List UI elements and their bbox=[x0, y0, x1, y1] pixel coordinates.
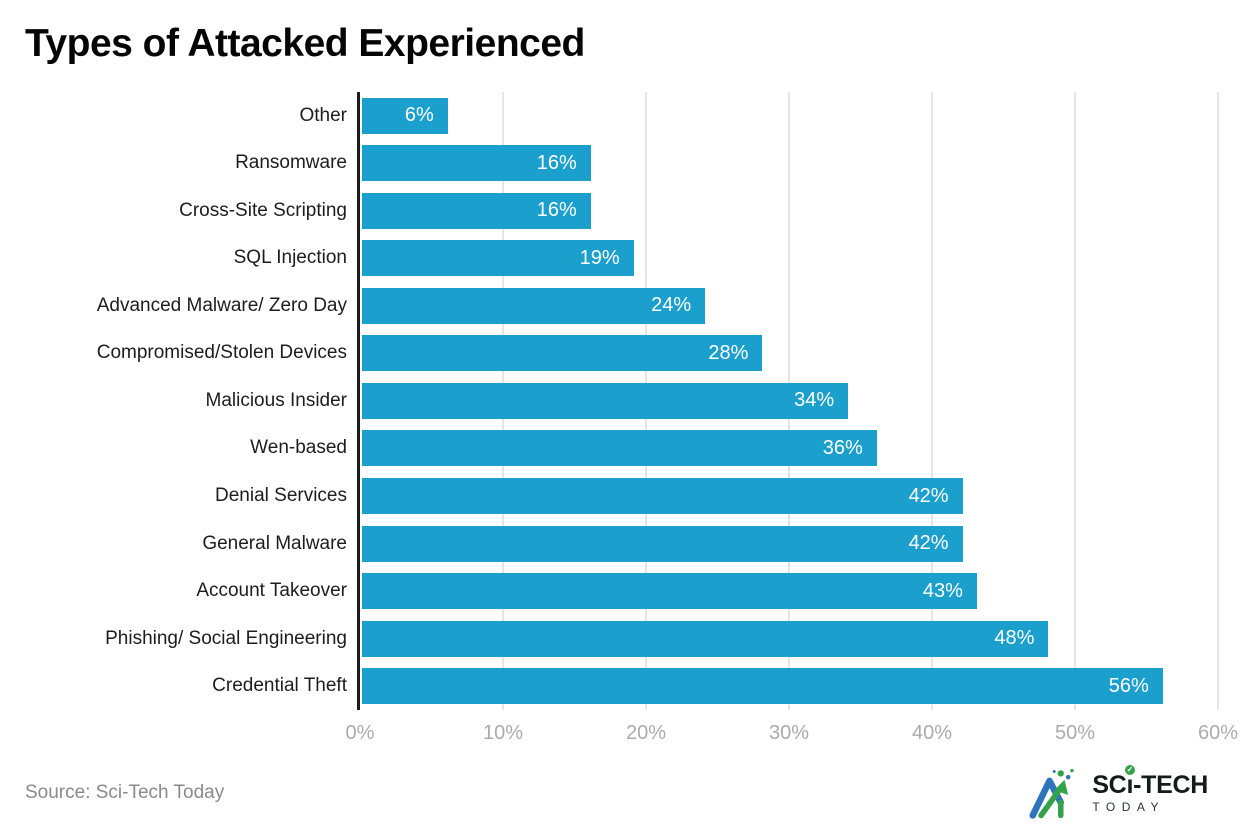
bar: 24% bbox=[362, 287, 706, 324]
logo-text: SC ✓ ı -TECH TODAY bbox=[1092, 765, 1208, 814]
logo-brand-prefix: SC bbox=[1092, 771, 1127, 800]
bar-value-label: 42% bbox=[908, 532, 949, 555]
category-label: Other bbox=[299, 104, 347, 126]
bar-value-label: 43% bbox=[922, 579, 963, 602]
logo-brand-line: SC ✓ ı -TECH bbox=[1092, 765, 1208, 800]
bar-row: Phishing/ Social Engineering 48% bbox=[105, 615, 1218, 663]
bar-row: Compromised/Stolen Devices 28% bbox=[97, 330, 1218, 378]
bar-value-label: 28% bbox=[708, 341, 749, 364]
bar: 43% bbox=[362, 573, 977, 610]
x-tick-label: 30% bbox=[768, 722, 810, 744]
x-tick-label: 60% bbox=[1197, 722, 1239, 744]
bar: 36% bbox=[362, 430, 877, 467]
bar-row: Cross-Site Scripting 16% bbox=[179, 187, 1218, 235]
x-tick-label: 10% bbox=[482, 722, 523, 744]
category-label: Cross-Site Scripting bbox=[179, 199, 347, 221]
bar: 42% bbox=[362, 525, 963, 562]
bar: 19% bbox=[362, 240, 634, 277]
bar-value-label: 56% bbox=[1108, 674, 1149, 697]
bar: 42% bbox=[362, 478, 963, 515]
bar-row: Wen-based 36% bbox=[250, 425, 1218, 473]
category-label: Account Takeover bbox=[196, 580, 347, 602]
bar-value-label: 19% bbox=[579, 246, 620, 269]
x-tick-label: 40% bbox=[911, 722, 952, 744]
logo-brand-suffix: -TECH bbox=[1133, 771, 1208, 800]
x-tick-label: 20% bbox=[625, 722, 666, 744]
bar-value-label: 48% bbox=[994, 627, 1035, 650]
bar: 6% bbox=[362, 97, 448, 134]
x-tick-label: 50% bbox=[1054, 722, 1096, 744]
sci-tech-today-logo: SC ✓ ı -TECH TODAY bbox=[1029, 765, 1208, 820]
category-label: Denial Services bbox=[215, 485, 347, 507]
bar-row: Account Takeover 43% bbox=[196, 567, 1218, 615]
x-tick-label: 0% bbox=[345, 722, 375, 744]
category-label: General Malware bbox=[202, 532, 347, 554]
bar: 34% bbox=[362, 382, 849, 419]
gridline bbox=[1074, 92, 1076, 710]
bar-row: Malicious Insider 34% bbox=[206, 377, 1218, 425]
bar-row: SQL Injection 19% bbox=[234, 235, 1218, 283]
bar-value-label: 16% bbox=[536, 151, 577, 174]
bar: 28% bbox=[362, 335, 763, 372]
bar-value-label: 6% bbox=[404, 104, 434, 127]
bar-row: Denial Services 42% bbox=[215, 472, 1218, 520]
check-icon: ✓ bbox=[1124, 765, 1135, 776]
category-label: SQL Injection bbox=[233, 247, 347, 269]
bar: 16% bbox=[362, 192, 591, 229]
x-axis-ticks: 0% 10% 20% 30% 40% 50% 60% bbox=[346, 722, 1238, 748]
bar: 56% bbox=[362, 668, 1163, 705]
category-label: Phishing/ Social Engineering bbox=[105, 627, 347, 649]
bar-value-label: 36% bbox=[822, 436, 863, 459]
bar-row: Ransomware 16% bbox=[235, 140, 1218, 188]
bar-row: Credential Theft 56% bbox=[212, 662, 1218, 710]
source-text: Source: Sci-Tech Today bbox=[25, 782, 225, 803]
bar-row: Advanced Malware/ Zero Day 24% bbox=[97, 282, 1218, 330]
category-label: Ransomware bbox=[235, 152, 347, 174]
gridline bbox=[930, 92, 933, 710]
gridline bbox=[1217, 92, 1219, 710]
sci-tech-logo-mark bbox=[1029, 768, 1074, 819]
category-label: Malicious Insider bbox=[205, 389, 348, 411]
bar-value-label: 42% bbox=[908, 484, 949, 507]
chart-title: Types of Attacked Experienced bbox=[25, 22, 585, 65]
plot-area: Other 6% Ransomware 16% Cross-Site Scripting… bbox=[97, 92, 1238, 744]
bar-rows: Other 6% Ransomware 16% Cross-Site Scripting… bbox=[97, 92, 1218, 710]
bar: 16% bbox=[362, 145, 591, 182]
category-label: Credential Theft bbox=[212, 675, 347, 697]
bar-value-label: 24% bbox=[651, 294, 692, 317]
logo-today-line: TODAY bbox=[1092, 799, 1166, 814]
bar-row: General Malware 42% bbox=[202, 520, 1218, 568]
bar: 48% bbox=[362, 620, 1049, 657]
category-label: Advanced Malware/ Zero Day bbox=[96, 294, 347, 316]
category-label: Wen-based bbox=[250, 437, 347, 459]
logo-letter-i: ✓ ı bbox=[1124, 765, 1135, 800]
logo-i-glyph: ı bbox=[1126, 771, 1134, 800]
bar-value-label: 16% bbox=[536, 199, 577, 222]
y-axis-line bbox=[357, 92, 360, 710]
bar-value-label: 34% bbox=[794, 389, 835, 412]
bar-row: Other 6% bbox=[299, 92, 1218, 140]
category-label: Compromised/Stolen Devices bbox=[96, 342, 347, 364]
